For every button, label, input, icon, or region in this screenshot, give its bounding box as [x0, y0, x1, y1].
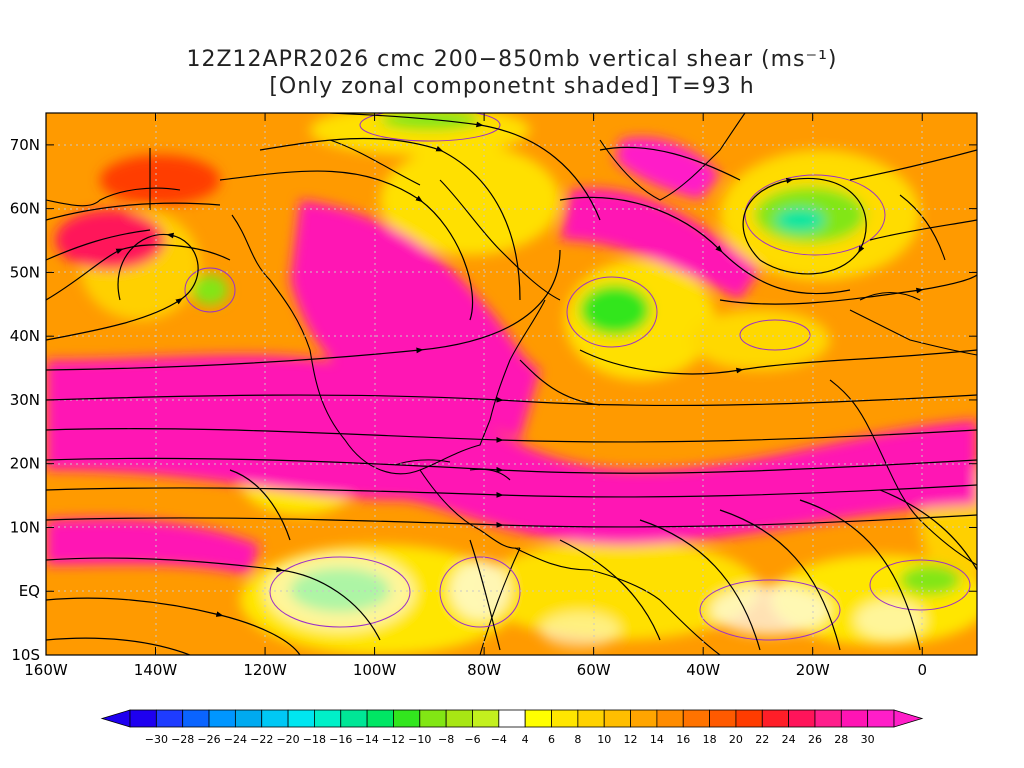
colorbar-swatch [867, 709, 895, 728]
chart-title-line2: [Only zonal componetnt shaded] T=93 h [269, 74, 755, 99]
lat-label: 20N [10, 455, 40, 473]
colorbar-label: −16 [329, 733, 352, 746]
lon-label: 160W [24, 661, 68, 679]
colorbar-swatch [445, 709, 473, 728]
streamlines [46, 113, 977, 655]
colorbar-label: 8 [574, 733, 581, 746]
colorbar-label: 28 [834, 733, 848, 746]
coastlines [46, 113, 977, 655]
lon-label: 80W [467, 661, 501, 679]
colorbar-swatch [393, 709, 421, 728]
colorbar-label: 10 [597, 733, 611, 746]
lon-label: 0 [917, 661, 927, 679]
lon-label: 100W [353, 661, 397, 679]
colorbar-swatch [735, 709, 763, 728]
colorbar-swatch [261, 709, 289, 728]
colorbar-swatch [682, 709, 710, 728]
colorbar-label: 4 [522, 733, 529, 746]
colorbar-label: 30 [861, 733, 875, 746]
colorbar-label: −14 [355, 733, 378, 746]
shaded-field [46, 113, 977, 655]
colorbar-swatch [630, 709, 658, 728]
colorbar-swatch [788, 709, 816, 728]
colorbar-label: −22 [250, 733, 273, 746]
colorbar-swatch [840, 709, 869, 728]
colorbar-swatch [208, 709, 236, 728]
lat-label: 10N [10, 518, 40, 536]
lat-label: 40N [10, 327, 40, 345]
colorbar-label: −26 [197, 733, 220, 746]
colorbar-arrow-right [893, 709, 924, 728]
lon-label: 140W [134, 661, 178, 679]
lon-label: 60W [577, 661, 611, 679]
colorbar-swatch [709, 709, 737, 728]
colorbar-label: 22 [755, 733, 769, 746]
colorbar-label: 14 [650, 733, 664, 746]
zero-contours [184, 113, 971, 641]
colorbar-label: −10 [408, 733, 431, 746]
colorbar-swatch [366, 709, 394, 728]
colorbar-label: −28 [171, 733, 194, 746]
colorbar-swatch [419, 709, 447, 728]
colorbar-swatch [498, 709, 526, 728]
colorbar-swatch [656, 709, 684, 728]
colorbar-label: −8 [438, 733, 454, 746]
colorbar-swatch [340, 709, 368, 728]
colorbar-label: 12 [624, 733, 638, 746]
colorbar-swatch [287, 709, 315, 728]
colorbar-swatch [472, 709, 500, 728]
colorbar-label: −18 [303, 733, 326, 746]
lon-label: 120W [243, 661, 287, 679]
colorbar-label: −4 [491, 733, 507, 746]
map-frame [45, 112, 978, 656]
colorbar-swatch [814, 709, 842, 728]
colorbar-swatch [603, 709, 631, 728]
lat-label: 60N [10, 200, 40, 218]
lat-label: 70N [10, 136, 40, 154]
lat-label: 10S [11, 646, 40, 664]
colorbar-swatch [129, 709, 157, 728]
colorbar-label: 24 [782, 733, 796, 746]
lat-label: EQ [19, 582, 40, 600]
lat-label: 30N [10, 391, 40, 409]
colorbar-label: 20 [729, 733, 743, 746]
lon-label: 40W [686, 661, 720, 679]
colorbar-label: −12 [382, 733, 405, 746]
chart-title-line1: 12Z12APR2026 cmc 200−850mb vertical shea… [186, 47, 838, 72]
colorbar-label: 6 [548, 733, 555, 746]
colorbar-swatch [182, 709, 210, 728]
colorbar-swatch [155, 709, 184, 728]
colorbar-label: −20 [276, 733, 299, 746]
colorbar-swatch [761, 709, 790, 728]
colorbar-label: −6 [464, 733, 480, 746]
lon-label: 20W [796, 661, 830, 679]
colorbar-swatch [524, 709, 552, 728]
lat-label: 50N [10, 263, 40, 281]
colorbar-label: −24 [224, 733, 247, 746]
colorbar-label: 26 [808, 733, 822, 746]
colorbar-swatch [234, 709, 263, 728]
colorbar-arrow-left [100, 709, 131, 728]
colorbar-label: 18 [703, 733, 717, 746]
colorbar-swatch [551, 709, 579, 728]
colorbar-label: 16 [676, 733, 690, 746]
colorbar-swatch [577, 709, 605, 728]
colorbar-label: −30 [145, 733, 168, 746]
colorbar-swatch [314, 709, 342, 728]
